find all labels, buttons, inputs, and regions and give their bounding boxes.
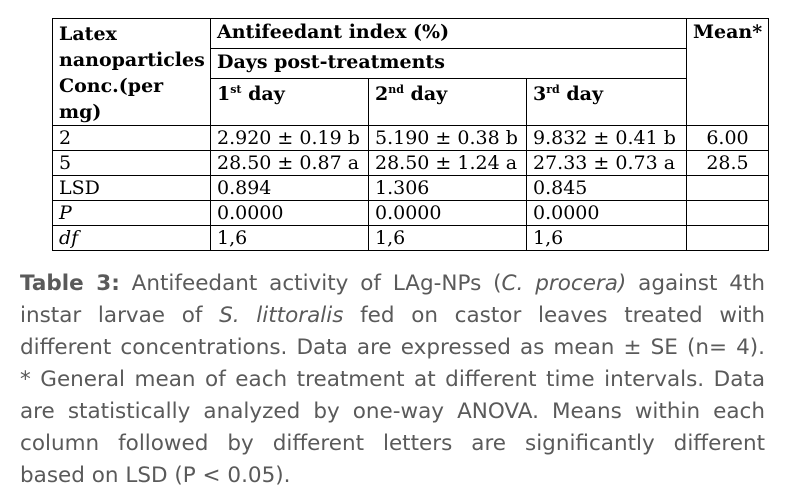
caption-line: * General mean of each treatment at diff… xyxy=(20,367,765,392)
table-row: df 1,6 1,6 1,6 xyxy=(52,225,769,251)
day3-ordinal: rd xyxy=(546,82,560,96)
day1-word: day xyxy=(241,82,285,105)
mean-value: 28.5 xyxy=(686,150,769,176)
day1-value: 2.920 ± 0.19 b xyxy=(210,125,369,151)
table-row: P 0.0000 0.0000 0.0000 xyxy=(52,200,769,226)
table-row: 5 28.50 ± 0.87 a 28.50 ± 1.24 a 27.33 ± … xyxy=(52,150,769,176)
caption-line: instar larvae of S. littoralis fed on ca… xyxy=(20,300,765,332)
mean-value xyxy=(686,200,769,226)
day2-value: 1,6 xyxy=(368,225,527,251)
caption-text: instar larvae of xyxy=(20,303,220,328)
day2-ordinal: nd xyxy=(388,82,404,96)
table-day-header-row: 1st day 2nd day 3rd day xyxy=(53,77,769,127)
day2-header: 2nd day xyxy=(368,77,527,127)
day2-value: 5.190 ± 0.38 b xyxy=(368,125,527,151)
day1-value: 0.0000 xyxy=(210,200,369,226)
table-row: 2 2.920 ± 0.19 b 5.190 ± 0.38 b 9.832 ± … xyxy=(52,125,769,151)
day1-value: 0.894 xyxy=(210,175,369,201)
caption-line: based on LSD (P < 0.05). xyxy=(20,463,291,488)
day2-value: 1.306 xyxy=(368,175,527,201)
day2-value: 28.50 ± 1.24 a xyxy=(368,150,527,176)
day3-value: 0.845 xyxy=(526,175,687,201)
mean-value xyxy=(686,175,769,201)
day1-ordinal: st xyxy=(230,82,242,96)
day1-header: 1st day xyxy=(210,77,369,127)
day3-value: 0.0000 xyxy=(526,200,687,226)
row-label: P xyxy=(52,200,211,226)
day1-value: 1,6 xyxy=(210,225,369,251)
table-row: LSD 0.894 1.306 0.845 xyxy=(52,175,769,201)
row-label: 2 xyxy=(52,125,211,151)
day2-word: day xyxy=(403,82,448,105)
day3-value: 27.33 ± 0.73 a xyxy=(526,150,687,176)
caption-text: against 4th xyxy=(626,271,765,296)
table-label: Table 3: xyxy=(20,271,120,296)
day1-number: 1 xyxy=(217,82,231,105)
day2-value: 0.0000 xyxy=(368,200,527,226)
row-label: LSD xyxy=(52,175,211,201)
mean-header: Mean* xyxy=(686,18,769,126)
day2-number: 2 xyxy=(375,82,389,105)
species-name: S. littoralis xyxy=(219,303,344,328)
day3-value: 9.832 ± 0.41 b xyxy=(526,125,687,151)
day1-value: 28.50 ± 0.87 a xyxy=(210,150,369,176)
p-label: P xyxy=(59,202,72,224)
mean-value xyxy=(686,225,769,251)
row-label: df xyxy=(52,225,211,251)
table-header-row: Latex nanoparticles Conc.(per mg) Antife… xyxy=(52,18,769,126)
antifeedant-table: Latex nanoparticles Conc.(per mg) Antife… xyxy=(52,18,769,251)
row-label: 5 xyxy=(52,150,211,176)
caption-text: Antifeedant activity of LAg-NPs ( xyxy=(119,271,502,296)
antifeedant-index-header: Antifeedant index (%) xyxy=(210,18,687,49)
caption-text: fed on castor leaves treated with xyxy=(343,303,765,328)
day3-header: 3rd day xyxy=(526,77,687,127)
day3-value: 1,6 xyxy=(526,225,687,251)
species-name: C. procera) xyxy=(501,271,627,296)
caption-line: different concentrations. Data are expre… xyxy=(20,335,765,360)
caption-line: column followed by different letters are… xyxy=(20,431,765,456)
table-caption: Table 3: Antifeedant activity of LAg-NPs… xyxy=(20,268,765,492)
caption-line: Table 3: Antifeedant activity of LAg-NPs… xyxy=(20,268,765,300)
latex-conc-header: Latex nanoparticles Conc.(per mg) xyxy=(52,18,211,126)
df-label: df xyxy=(59,227,79,249)
days-post-treatments-header: Days post-treatments xyxy=(210,47,687,79)
day3-word: day xyxy=(559,82,603,105)
caption-line: are statistically analyzed by one-way AN… xyxy=(20,399,765,424)
table-subheader-row: Days post-treatments xyxy=(53,47,769,79)
day3-number: 3 xyxy=(533,82,547,105)
mean-value: 6.00 xyxy=(686,125,769,151)
